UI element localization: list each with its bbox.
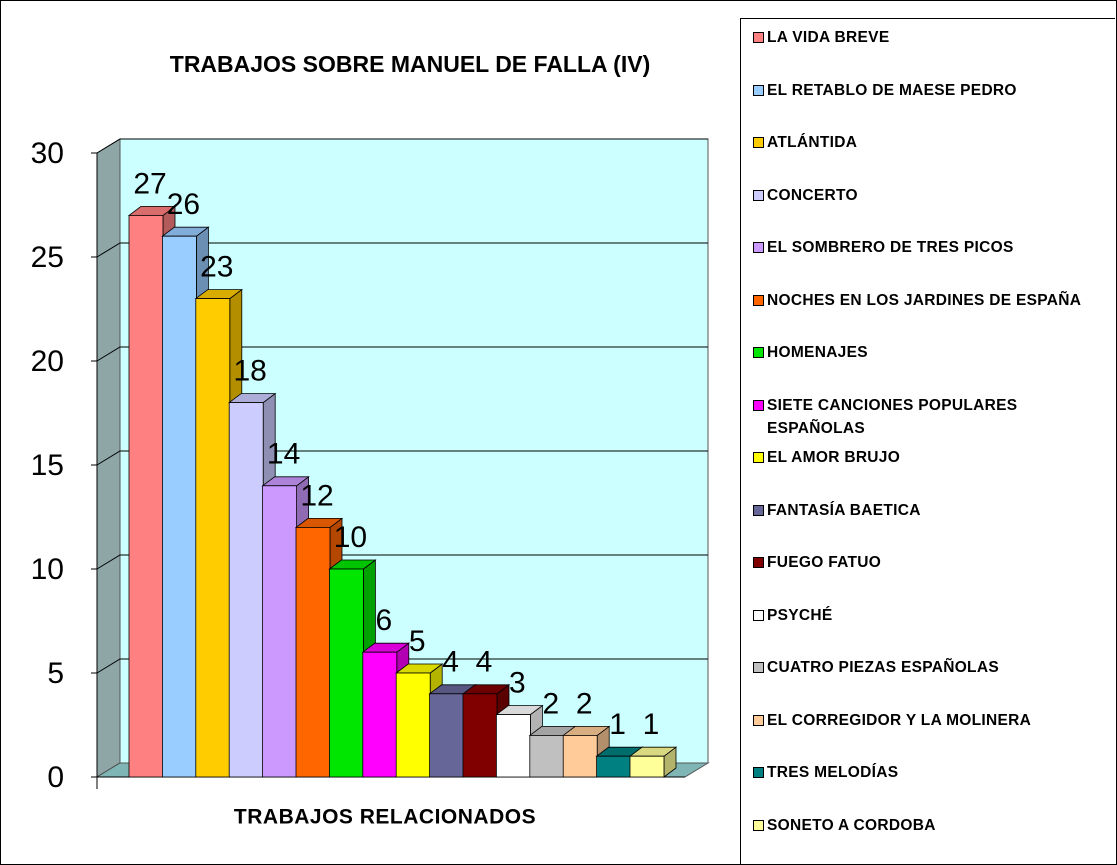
grid-line [96,138,708,154]
bar [128,214,164,778]
bar [362,651,398,778]
data-label: 26 [167,188,200,221]
y-tick-label: 20 [31,345,64,378]
data-label: 23 [200,251,233,284]
legend-swatch [753,662,764,673]
legend-item: FANTASÍA BAETICA [753,499,1112,522]
legend-swatch [753,189,764,201]
y-tick-label: 25 [31,241,64,274]
data-label: 4 [476,646,493,679]
y-tick-label: 10 [31,553,64,586]
bar [529,735,565,778]
legend-item: EL RETABLO DE MAESE PEDRO [753,79,1112,102]
legend-item: LA VIDA BREVE [753,26,1112,49]
bar [495,714,531,778]
bar [596,755,631,778]
bar [195,298,231,778]
data-label: 27 [133,167,166,200]
data-label: 12 [300,479,333,512]
legend-item: CONCERTO [753,184,1112,207]
grid-line [96,450,708,466]
legend-label: SONETO A CORDOBA [767,816,936,834]
data-label: 14 [267,438,300,471]
legend-item: PSYCHÉ [753,604,1112,627]
legend-item: CUATRO PIEZAS ESPAÑOLAS [753,656,1112,679]
legend-item: ATLÁNTIDA [753,131,1112,154]
data-label: 2 [542,687,559,720]
data-label: 18 [234,355,267,388]
legend-swatch [753,504,764,516]
legend-label: EL RETABLO DE MAESE PEDRO [767,81,1017,99]
bar [228,402,264,778]
legend-item: SONETO A CORDOBA [753,814,1112,837]
data-label: 3 [509,667,526,700]
legend-label: FUEGO FATUO [767,554,882,571]
legend-swatch [753,399,764,411]
legend: LA VIDA BREVE EL RETABLO DE MAESE PEDRO AT… [740,18,1115,864]
legend-label: PSYCHÉ [767,606,833,624]
legend-swatch [753,609,764,621]
legend-label: NOCHES EN LOS JARDINES DE ESPAÑA [767,291,1082,309]
legend-label: EL CORREGIDOR Y LA MOLINERA [767,711,1032,729]
legend-item: NOCHES EN LOS JARDINES DE ESPAÑA [753,289,1112,312]
data-label: 5 [409,625,426,658]
x-axis-label: TRABAJOS RELACIONADOS [234,806,536,829]
legend-item: TRES MELODÍAS [753,761,1112,784]
grid-line [96,658,708,674]
bar [462,693,498,778]
legend-item: HOMENAJES [753,341,1112,364]
data-label: 10 [334,521,367,554]
y-tick-label: 30 [31,137,64,170]
legend-swatch [753,347,764,358]
data-label: 4 [442,646,459,679]
y-tick-label: 5 [47,657,64,690]
legend-label: FANTASÍA BAETICA [767,501,921,519]
data-label: 1 [609,708,626,741]
legend-label: LA VIDA BREVE [767,29,890,46]
legend-label: EL AMOR BRUJO [767,449,901,466]
bar [429,693,465,778]
legend-item: EL AMOR BRUJO [753,446,1112,469]
legend-swatch [753,557,764,568]
grid-line [96,242,708,258]
legend-label: HOMENAJES [767,344,868,361]
y-tick-label: 0 [47,761,64,794]
legend-swatch [753,137,764,148]
legend-label: EL SOMBRERO DE TRES PICOS [767,239,1014,256]
data-label: 6 [375,604,392,637]
y-tick-label: 15 [31,449,64,482]
grid-line [96,346,708,362]
legend-swatch [753,294,764,306]
legend-label: TRES MELODÍAS [767,764,899,781]
legend-label: CONCERTO [767,186,858,204]
legend-item: SIETE CANCIONES POPULARES ESPAÑOLAS [753,394,1112,440]
legend-item: EL CORREGIDOR Y LA MOLINERA [753,709,1112,732]
bar [328,568,364,778]
bar [161,235,197,778]
legend-swatch [753,452,764,463]
legend-item: EL SOMBRERO DE TRES PICOS [753,236,1112,259]
data-label: 1 [643,708,660,741]
bar [295,527,331,778]
legend-swatch [753,84,764,96]
bar [629,755,665,778]
grid-line [96,554,708,570]
bar [562,735,598,778]
legend-swatch [753,32,764,43]
legend-swatch [753,819,764,831]
bar [395,672,431,778]
legend-label: ATLÁNTIDA [767,134,858,151]
data-label: 2 [576,687,593,720]
legend-label: SIETE CANCIONES POPULARES ESPAÑOLAS [767,396,1018,437]
legend-label: CUATRO PIEZAS ESPAÑOLAS [767,659,999,676]
legend-swatch [753,714,764,726]
bar [262,485,298,778]
legend-swatch [753,242,764,253]
legend-swatch [753,767,764,778]
chart-title: TRABAJOS SOBRE MANUEL DE FALLA (IV) [170,51,650,77]
legend-item: FUEGO FATUO [753,551,1112,574]
